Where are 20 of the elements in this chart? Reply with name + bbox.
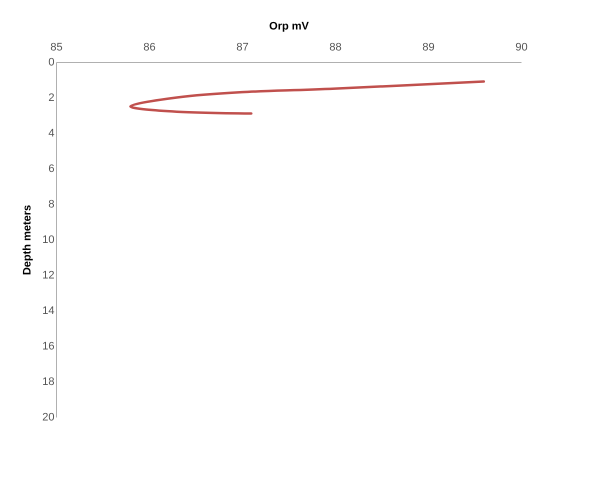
x-tick-label: 88 bbox=[329, 42, 342, 54]
y-axis-title: Depth meters bbox=[21, 204, 34, 276]
x-tick-label: 87 bbox=[236, 42, 249, 54]
y-tick-label: 0 bbox=[48, 56, 54, 68]
x-tick-label: 89 bbox=[422, 42, 435, 54]
x-tick-label: 90 bbox=[515, 42, 528, 54]
y-tick-label: 12 bbox=[42, 270, 54, 282]
y-tick-label: 14 bbox=[42, 305, 54, 317]
y-tick-label: 18 bbox=[42, 376, 54, 388]
y-tick-label: 16 bbox=[42, 340, 54, 352]
x-axis-title: Orp mV bbox=[269, 20, 310, 32]
y-tick-label: 20 bbox=[42, 412, 54, 424]
line-series bbox=[129, 80, 486, 115]
y-tick-label: 10 bbox=[42, 234, 54, 246]
y-tick-label: 2 bbox=[48, 92, 54, 104]
y-tick-label: 6 bbox=[48, 163, 54, 175]
y-tick-label: 8 bbox=[48, 198, 54, 210]
x-tick-label: 86 bbox=[143, 42, 156, 54]
x-tick-label: 85 bbox=[50, 42, 63, 54]
y-tick-label: 4 bbox=[48, 128, 54, 140]
